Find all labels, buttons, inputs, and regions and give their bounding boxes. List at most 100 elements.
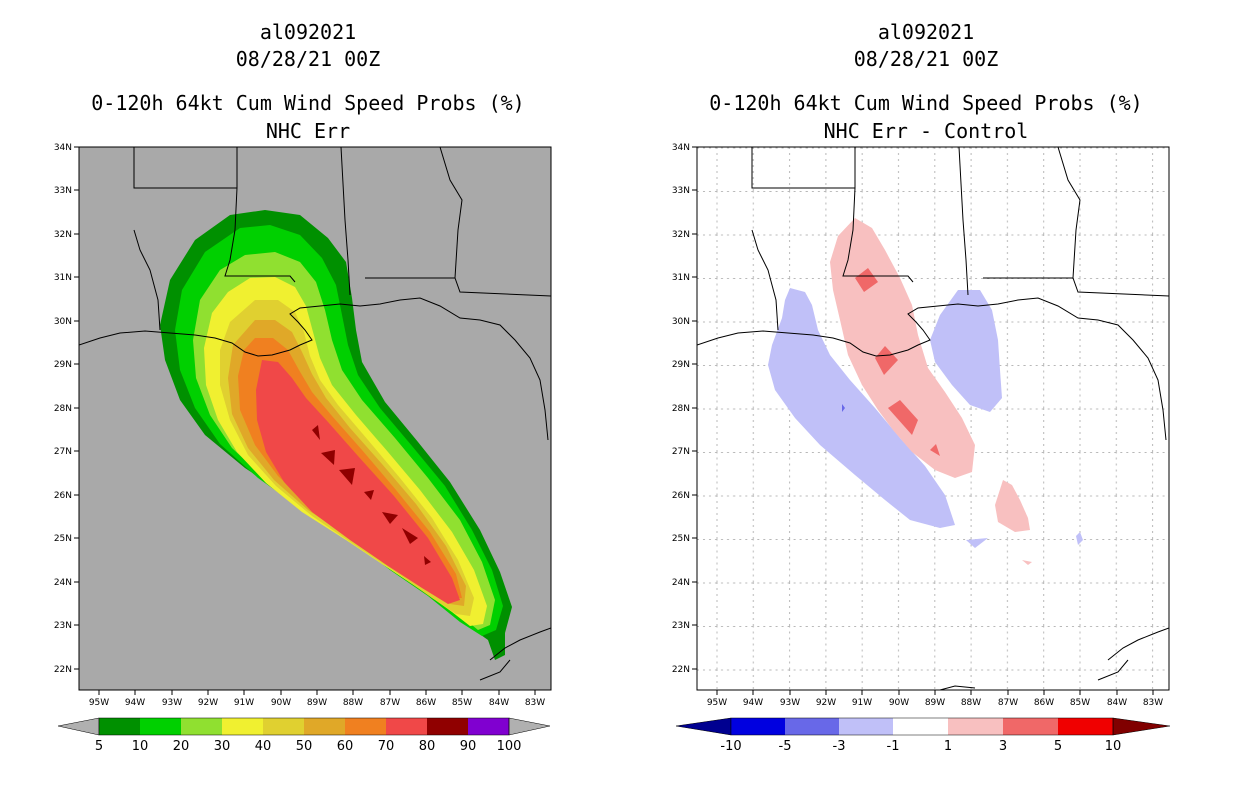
lat-label: 27N [672,447,690,457]
lat-label: 34N [672,143,690,153]
colorbar-high-arrow [508,717,551,736]
lat-label: 28N [54,404,72,414]
colorbar-swatch [386,718,427,735]
colorbar-swatch [427,718,468,735]
lat-label: 26N [54,491,72,501]
colorbar-swatch [99,718,140,735]
lon-label: 94W [743,698,763,708]
colorbar-swatch [345,718,386,735]
lon-label: 95W [89,698,109,708]
lat-label: 25N [54,534,72,544]
lon-label: 84W [1107,698,1127,708]
contour-plus-3d [930,444,940,456]
colorbar-swatch [839,718,893,735]
colorbar-swatch [468,718,509,735]
lat-label: 27N [54,447,72,457]
colorbar-label: 3 [999,739,1007,754]
right-subtitle: NHC Err - Control [823,119,1029,143]
lon-label: 83W [525,698,545,708]
colorbar-frame [730,717,1114,736]
colorbar-label: 100 [497,739,522,754]
contour-plus-3a [855,268,878,292]
colorbar-label: 5 [95,739,103,754]
lon-label: 85W [1070,698,1090,708]
contour-minus-1c [966,538,988,548]
left-datetime: 08/28/21 00Z [235,47,381,71]
lat-label: 22N [54,665,72,675]
lon-label: 89W [925,698,945,708]
lon-label: 91W [852,698,872,708]
lat-label: 28N [672,404,690,414]
lon-label: 87W [998,698,1018,708]
left-map-outlines [79,147,551,681]
colorbar-label: 20 [173,739,190,754]
lon-label: 92W [816,698,836,708]
right-ticks [692,146,1154,695]
colorbar-swatch [1058,718,1113,735]
lat-label: 32N [54,230,72,240]
colorbar-swatch [1003,718,1058,735]
colorbar-low-arrow [675,717,732,736]
colorbar-swatch [181,718,222,735]
colorbar-label: 90 [460,739,477,754]
lat-label: 29N [672,360,690,370]
lon-label: 87W [380,698,400,708]
lat-label: 23N [672,621,690,631]
colorbar-swatch [263,718,304,735]
lon-label: 90W [271,698,291,708]
colorbar-label: -3 [833,739,846,754]
left-lon-labels: 95W 94W 93W 92W 91W 90W 89W 88W 87W 86W … [89,698,545,708]
left-ticks [74,146,536,695]
lat-label: 29N [54,360,72,370]
colorbar-label: 1 [944,739,952,754]
lon-label: 92W [198,698,218,708]
lon-label: 86W [1034,698,1054,708]
colorbar-label: 10 [1105,739,1122,754]
lon-label: 88W [343,698,363,708]
colorbar-low-arrow [57,717,100,736]
lon-label: 84W [489,698,509,708]
right-datetime: 08/28/21 00Z [853,47,999,71]
colorbar-label: -5 [779,739,792,754]
left-lat-labels: 34N 33N 32N 31N 30N 29N 28N 27N 26N 25N … [54,143,72,675]
lat-label: 31N [672,273,690,283]
left-subtitle: NHC Err [265,119,351,143]
lon-label: 83W [1143,698,1163,708]
contour-minus-1b [930,290,1002,412]
lon-label: 88W [961,698,981,708]
right-colorbar: -10 -5 -3 -1 1 3 5 10 [675,717,1171,754]
colorbar-label: 10 [132,739,149,754]
colorbar-frame [98,717,510,736]
lat-label: 33N [672,186,690,196]
right-lat-labels: 34N 33N 32N 31N 30N 29N 28N 27N 26N 25N … [672,143,690,675]
lon-label: 89W [307,698,327,708]
lat-label: 32N [672,230,690,240]
right-map-outlines [697,147,1169,690]
colorbar-swatch [304,718,345,735]
lat-label: 22N [672,665,690,675]
contour-80 [312,425,431,565]
lat-label: 26N [672,491,690,501]
colorbar-swatch [731,718,785,735]
left-colorbar: 5 10 20 30 40 50 60 70 80 90 100 [57,717,551,754]
right-map-frame [696,146,1170,691]
right-difference-contours [768,218,1083,565]
colorbar-label: -10 [720,739,741,754]
lon-label: 95W [707,698,727,708]
colorbar-high-arrow [1112,717,1171,736]
colorbar-swatch [948,718,1003,735]
contour-minus-3a [842,404,845,412]
lat-label: 23N [54,621,72,631]
lon-label: 90W [889,698,909,708]
contour-plus-3c [888,400,918,435]
contour-minus-1d [1076,532,1083,545]
colorbar-label: 80 [419,739,436,754]
lon-label: 93W [780,698,800,708]
lat-label: 24N [672,578,690,588]
lon-label: 86W [416,698,436,708]
right-storm-id: al092021 [877,20,975,44]
colorbar-swatch [222,718,263,735]
lat-label: 25N [672,534,690,544]
right-colorbar-labels: -10 -5 -3 -1 1 3 5 10 [720,739,1121,754]
colorbar-label: 40 [255,739,272,754]
